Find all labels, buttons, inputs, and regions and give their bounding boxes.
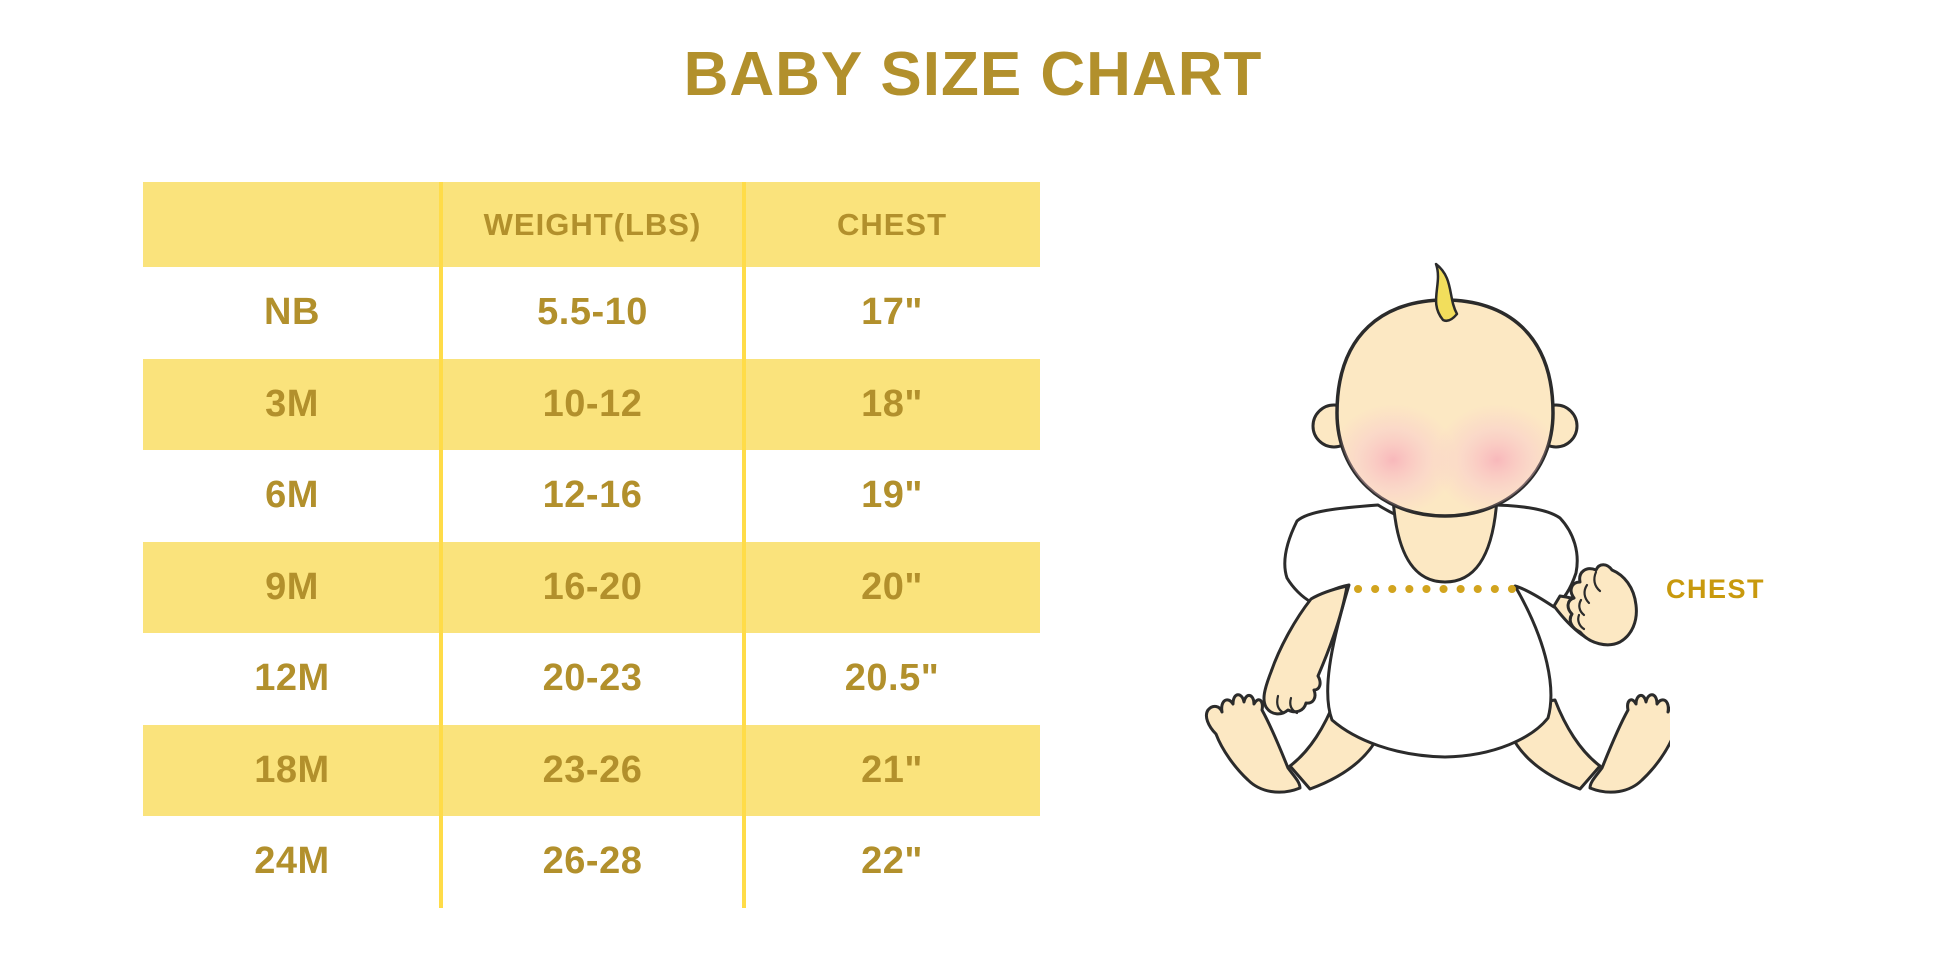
- table-row: 3M 10-12 18": [143, 358, 1040, 450]
- size-cell: 12M: [254, 657, 330, 700]
- baby-onesie: [1283, 503, 1579, 759]
- chest-cell: 21": [861, 748, 923, 791]
- chest-cell: 20": [861, 565, 923, 608]
- size-cell: 6M: [265, 474, 319, 517]
- table-row: 24M 26-28 22": [143, 816, 1040, 908]
- column-divider: [742, 182, 746, 908]
- size-cell: 3M: [265, 382, 319, 425]
- weight-cell: 23-26: [542, 748, 643, 791]
- chest-measurement-label: CHEST: [1666, 574, 1766, 604]
- chest-cell: 22": [861, 840, 923, 883]
- size-cell: 18M: [254, 748, 330, 791]
- column-divider: [439, 182, 443, 908]
- weight-cell: 16-20: [542, 565, 643, 608]
- page-title: BABY SIZE CHART: [683, 40, 1263, 109]
- weight-cell: 20-23: [542, 657, 643, 700]
- baby-hair-curl: [1434, 262, 1459, 322]
- table-header-row: WEIGHT(LBS) CHEST: [143, 182, 1040, 267]
- header-weight-cell: WEIGHT(LBS): [483, 206, 702, 242]
- table-row: 6M 12-16 19": [143, 450, 1040, 542]
- baby-right-arm: [1552, 563, 1638, 647]
- chest-cell: 20.5": [844, 657, 940, 700]
- header-chest-cell: CHEST: [836, 206, 948, 242]
- weight-cell: 12-16: [542, 474, 643, 517]
- size-cell: NB: [264, 291, 320, 334]
- weight-cell: 10-12: [542, 382, 643, 425]
- baby-illustration-svg: [1204, 262, 1686, 794]
- size-table: WEIGHT(LBS) CHEST NB 5.5-10 17" 3M 10-12…: [143, 182, 1040, 908]
- table-row: NB 5.5-10 17": [143, 267, 1040, 359]
- size-cell: 24M: [254, 840, 330, 883]
- weight-cell: 5.5-10: [537, 291, 648, 334]
- chest-cell: 18": [861, 382, 923, 425]
- baby-illustration: [1150, 248, 1686, 808]
- chest-cell: 17": [861, 291, 923, 334]
- size-cell: 9M: [265, 565, 319, 608]
- weight-cell: 26-28: [542, 840, 643, 883]
- table-row: 9M 16-20 20": [143, 541, 1040, 633]
- chest-cell: 19": [861, 474, 923, 517]
- table-row: 12M 20-23 20.5": [143, 633, 1040, 725]
- table-row: 18M 23-26 21": [143, 724, 1040, 816]
- baby-left-arm: [1262, 584, 1349, 716]
